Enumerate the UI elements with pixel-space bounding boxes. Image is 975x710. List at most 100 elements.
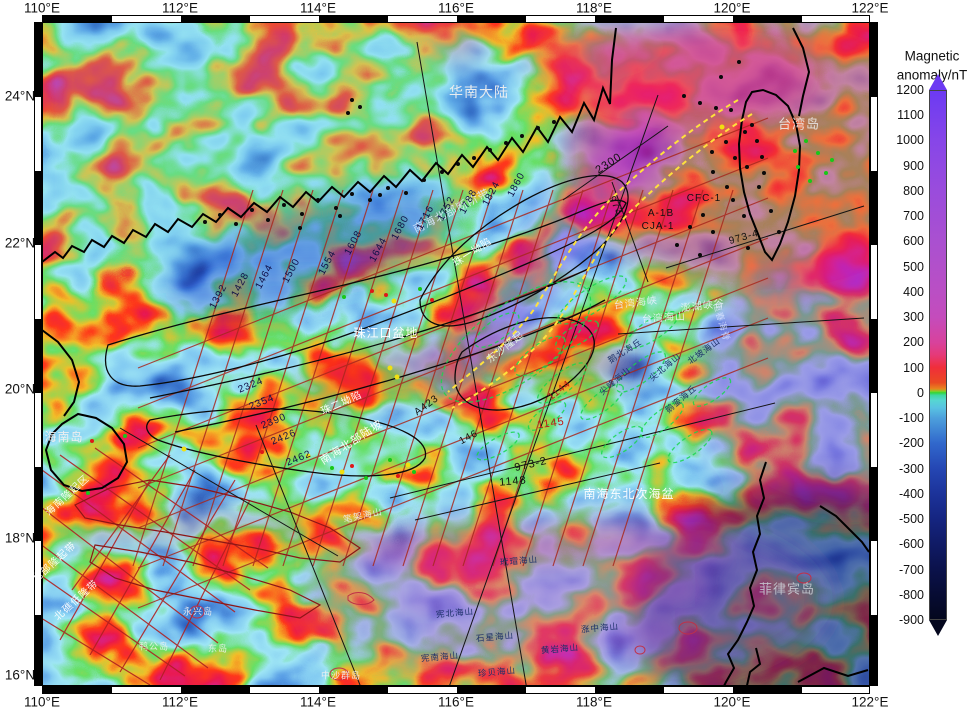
green-station-dot xyxy=(388,458,392,462)
survey-line xyxy=(312,189,434,567)
black-station-dot xyxy=(378,193,382,197)
colorbar-tick-label: -400 xyxy=(898,486,924,501)
survey-line xyxy=(342,189,464,567)
black-station-dot xyxy=(218,213,222,217)
map-label: 海南岛 xyxy=(44,430,84,444)
map-label: 南海东北次海盆 xyxy=(583,487,675,501)
green-station-dot xyxy=(412,470,416,474)
colorbar-tick-label: 900 xyxy=(903,158,924,173)
survey-line xyxy=(137,357,769,609)
black-station-dot xyxy=(698,101,702,105)
black-station-dot xyxy=(769,209,773,213)
frame-bar-top xyxy=(42,15,870,23)
colorbar-tick-label: -600 xyxy=(898,537,924,552)
black-station-dot xyxy=(719,75,723,79)
red-station-dot xyxy=(90,439,94,443)
coastline-layer xyxy=(42,27,870,686)
map-label: 菲律宾岛 xyxy=(758,581,816,597)
survey-line xyxy=(137,277,769,529)
basin-outlines-red xyxy=(74,479,362,619)
survey-line xyxy=(492,189,614,567)
black-station-dot xyxy=(675,243,679,247)
survey-line xyxy=(282,189,404,567)
colorbar-tick-label: 800 xyxy=(903,183,924,198)
yellow-station-dot xyxy=(391,298,397,304)
green-station-dot xyxy=(342,295,346,299)
black-station-dot xyxy=(250,208,254,212)
trench-dashed-yellow xyxy=(447,99,753,409)
black-station-dot xyxy=(725,185,729,189)
axis-tick-top: 112°E xyxy=(162,0,198,16)
colorbar-tick-label: -300 xyxy=(898,461,924,476)
black-station-dot xyxy=(733,156,737,160)
yellow-station-dot xyxy=(339,469,345,475)
black-station-dot xyxy=(711,170,715,174)
coastline-luzon xyxy=(722,461,767,686)
map-label: CJA-1 xyxy=(641,221,675,232)
black-station-dot xyxy=(731,198,735,202)
axis-tick-left: 20°N xyxy=(4,381,36,397)
colorbar-tick-label: -100 xyxy=(898,411,924,426)
colorbar-tick-label: 1000 xyxy=(896,133,924,148)
black-station-dot xyxy=(750,123,754,127)
colorbar-tick-label: -500 xyxy=(898,512,924,527)
black-station-dot xyxy=(760,155,764,159)
black-station-dot xyxy=(757,185,761,189)
black-station-dot xyxy=(742,214,746,218)
black-station-dot xyxy=(266,218,270,222)
black-station-dot xyxy=(368,198,372,202)
black-station-dot xyxy=(682,94,686,98)
axis-tick-top: 118°E xyxy=(576,0,612,16)
coastline-ne-luzon xyxy=(819,505,870,553)
colorbar-tick-label: 600 xyxy=(903,234,924,249)
frame-bar-bottom xyxy=(42,686,870,694)
colorbar-title-line1: Magnetic xyxy=(904,48,960,64)
black-station-dot xyxy=(729,108,733,112)
survey-lines-red xyxy=(132,117,769,609)
colorbar-tick-label: 500 xyxy=(903,259,924,274)
green-station-dot xyxy=(808,179,812,183)
green-station-dot xyxy=(804,139,808,143)
colorbar-arrow-down xyxy=(929,620,947,636)
survey-line xyxy=(432,189,554,567)
coastline-taiwan xyxy=(737,88,802,262)
survey-line xyxy=(137,317,769,569)
black-station-dot xyxy=(762,171,766,175)
axis-tick-top: 122°E xyxy=(851,0,889,16)
geologic-contours-black xyxy=(104,175,629,477)
colorbar-tick-label: 1200 xyxy=(896,83,924,97)
green-station-dot xyxy=(830,158,834,162)
coastline-se-corner xyxy=(797,666,869,683)
colorbar-tick-label: 200 xyxy=(903,335,924,350)
red-station-dot xyxy=(430,298,434,302)
green-station-dot xyxy=(824,171,828,175)
map-label: 鸭公岛 xyxy=(138,641,170,652)
coastline-south-china xyxy=(42,27,617,263)
green-station-dot xyxy=(796,165,800,169)
colorbar-tick-label: 100 xyxy=(903,360,924,375)
black-station-dot xyxy=(714,106,718,110)
survey-line xyxy=(192,189,314,567)
survey-line xyxy=(222,189,344,567)
yellow-station-dot xyxy=(394,374,400,380)
map-label: 华南大陆 xyxy=(449,84,509,100)
black-station-dot xyxy=(440,170,444,174)
black-station-dot xyxy=(711,230,715,234)
black-station-dot xyxy=(358,105,362,109)
axis-tick-bottom: 120°E xyxy=(713,694,751,710)
anomaly-zones-green-dashed xyxy=(440,275,732,464)
axis-tick-left: 22°N xyxy=(4,235,36,251)
colorbar-tick-label: 300 xyxy=(903,310,924,325)
survey-line xyxy=(137,117,769,369)
map-label: A-1B xyxy=(647,208,675,219)
coastline-leizhou xyxy=(42,329,81,417)
survey-line xyxy=(462,189,584,567)
axis-tick-bottom: 118°E xyxy=(576,694,612,710)
survey-line xyxy=(582,189,704,567)
black-station-dot xyxy=(346,111,350,115)
axis-tick-left: 24°N xyxy=(4,88,36,104)
black-station-dot xyxy=(504,141,508,145)
survey-line xyxy=(372,189,494,567)
